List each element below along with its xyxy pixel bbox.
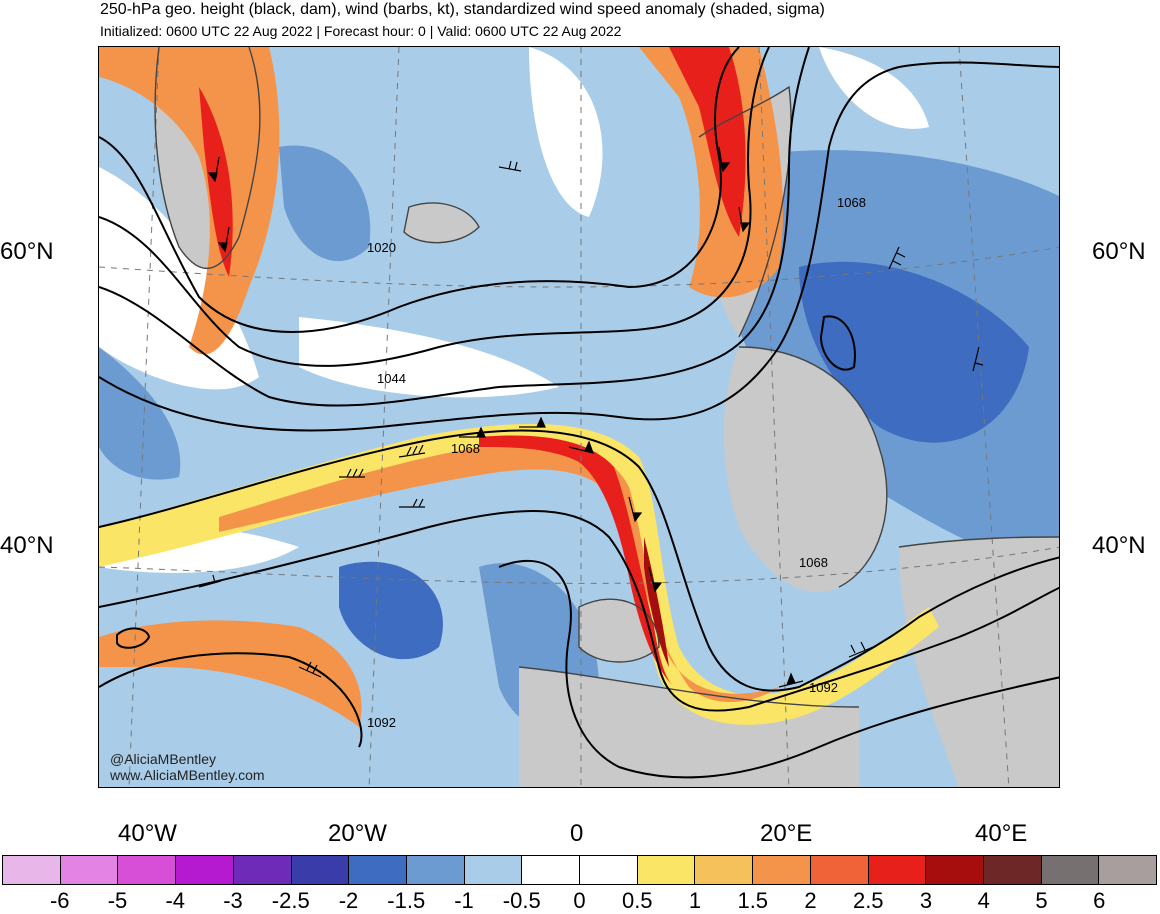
colorbar-tick-label: 5	[1035, 888, 1048, 913]
land-iceland	[404, 203, 479, 243]
colorbar-swatch	[1041, 856, 1100, 884]
lon-label-40e: 40°E	[975, 820, 1028, 847]
colorbar-swatch	[983, 856, 1042, 884]
chart-subtitle: Initialized: 0600 UTC 22 Aug 2022 | Fore…	[100, 23, 622, 39]
colorbar-swatch	[291, 856, 350, 884]
jet-streak-scandinavia	[639, 47, 783, 298]
colorbar-swatch	[1099, 856, 1157, 884]
negative-anomaly-region-north-atlantic	[279, 145, 371, 262]
graticule	[99, 47, 1059, 787]
neutral-zone-scandinavia-east	[819, 47, 929, 129]
neutral-zone-north	[529, 47, 603, 217]
colorbar-swatch	[233, 856, 292, 884]
colorbar-tick-label: 1	[688, 888, 702, 913]
colorbar-swatch	[753, 856, 811, 884]
colorbar-swatch	[3, 856, 61, 884]
contour-label: 1020	[367, 240, 396, 255]
lat-label-60n: 60°N	[0, 238, 54, 265]
contour-label: 1044	[377, 371, 406, 386]
colorbar-swatch	[580, 856, 638, 884]
land-central-europe	[724, 347, 887, 593]
lon-label-0: 0	[570, 820, 584, 847]
contour-label: 1092	[367, 715, 396, 730]
lat-label-60n-right: 60°N	[1092, 238, 1146, 265]
land-middle-east	[899, 537, 1059, 787]
colorbar-tick-label: -0.5	[502, 888, 541, 913]
negative-anomaly-core-atlantic	[339, 561, 443, 660]
colorbar-tick-label: -1.5	[387, 888, 426, 913]
colorbar-tick-label: -2	[338, 888, 359, 913]
colorbar	[2, 855, 1157, 885]
colorbar-tick-label: 2.5	[852, 888, 884, 913]
contour-label: 1068	[837, 195, 866, 210]
credit-website: www.AliciaMBentley.com	[110, 767, 265, 783]
colorbar-tick-label: -6	[49, 888, 70, 913]
contour-label: 1092	[809, 680, 838, 695]
colorbar-tick-label: 4	[977, 888, 990, 913]
coastlines	[154, 47, 1059, 708]
negative-anomaly-region-west	[99, 347, 181, 480]
chart-title: 250-hPa geo. height (black, dam), wind (…	[100, 1, 825, 18]
colorbar-swatch	[406, 856, 465, 884]
lat-label-40n-right: 40°N	[1092, 532, 1146, 559]
lat-label-40n: 40°N	[0, 532, 54, 559]
colorbar-swatch	[464, 856, 523, 884]
jet-streak-main-max	[644, 537, 669, 667]
colorbar-tick-label: 6	[1093, 888, 1106, 913]
colorbar-tick-label: 0	[573, 888, 586, 913]
colorbar-tick-label: -4	[165, 888, 186, 913]
neutral-zone-mid-atlantic	[299, 317, 559, 398]
colorbar-swatch	[522, 856, 581, 884]
lon-label-20e: 20°E	[760, 820, 813, 847]
colorbar-tick-label: 3	[919, 888, 933, 913]
jet-streak-greenland-core	[199, 87, 233, 277]
jet-streak-greenland	[99, 47, 280, 355]
colorbar-swatch	[695, 856, 754, 884]
map-canvas: 1020 1044 1068 1068 1068 1092 1092	[99, 47, 1059, 787]
contour-label-group: 1020 1044 1068 1068 1068 1092 1092	[367, 195, 866, 730]
jet-streak-scandinavia-core	[669, 47, 746, 237]
wind-barbs	[198, 146, 984, 688]
colorbar-swatch	[60, 856, 119, 884]
lon-label-40w: 40°W	[118, 820, 177, 847]
jet-streak-subtropical	[99, 620, 362, 727]
colorbar-swatch	[868, 856, 927, 884]
colorbar-tick-label: -2.5	[271, 888, 310, 913]
colorbar-tick-label: -1	[454, 888, 474, 913]
colorbar-tick-label: 0.5	[621, 888, 653, 913]
colorbar-swatch	[349, 856, 407, 884]
colorbar-swatch	[926, 856, 984, 884]
map-panel: 1020 1044 1068 1068 1068 1092 1092	[98, 46, 1060, 788]
colorbar-tick-label: 2	[804, 888, 817, 913]
colorbar-swatch	[637, 856, 696, 884]
lon-label-20w: 20°W	[328, 820, 387, 847]
negative-anomaly-core-east	[799, 261, 1029, 443]
jet-streak-main-core	[479, 435, 674, 687]
contour-label: 1068	[451, 441, 480, 456]
colorbar-swatch	[810, 856, 869, 884]
colorbar-swatch	[176, 856, 234, 884]
colorbar-tick-label: -5	[107, 888, 128, 913]
contour-label: 1068	[799, 555, 828, 570]
colorbar-tick-label: 1.5	[737, 888, 769, 913]
height-contours	[99, 47, 1059, 779]
colorbar-swatch	[118, 856, 177, 884]
credit-handle: @AliciaMBentley	[110, 751, 217, 767]
colorbar-tick-label: -3	[223, 888, 243, 913]
